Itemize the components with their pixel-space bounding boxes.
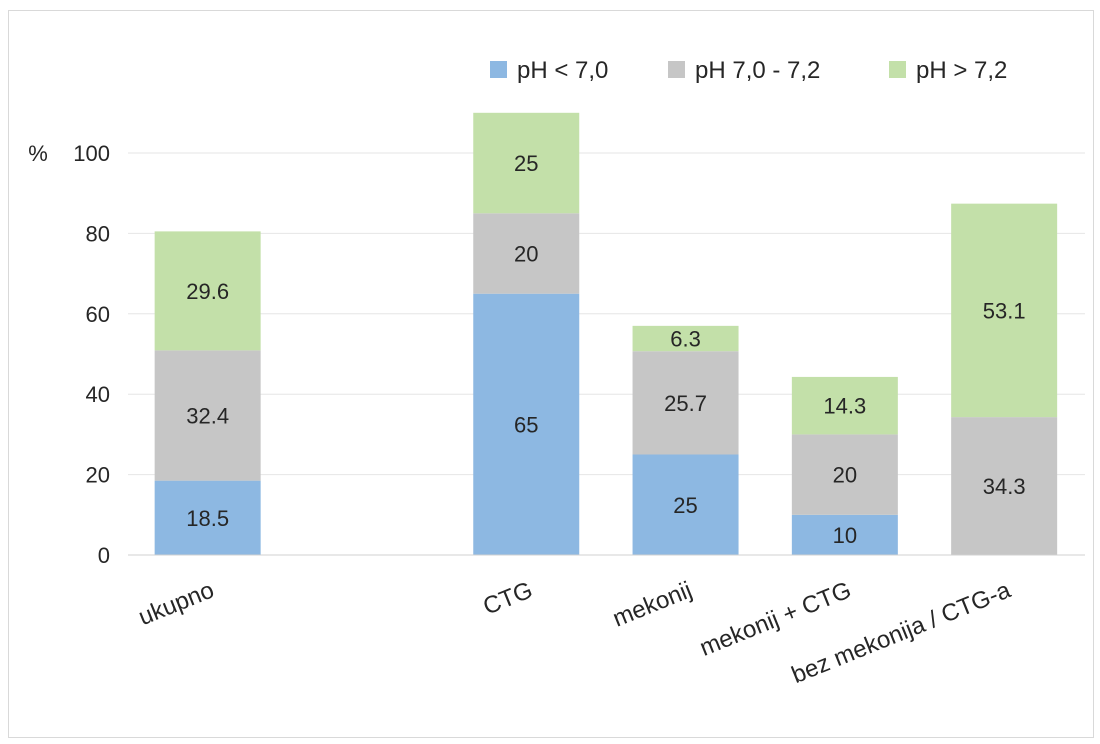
legend-label-ph-7-0-7-2: pH 7,0 - 7,2 [695,57,820,84]
bar-ukupno-ph-7-2 [154,231,261,351]
y-tick-label-20: 20 [86,463,110,488]
x-tick-label-mekonij: mekonij [609,577,696,633]
gridlines [128,152,1085,476]
bar-ctg-ph-7-0-7-2 [473,213,580,294]
data-label-bez-mekonija-ctg-a-ph-7-2: 53.1 [983,298,1026,323]
x-tick-label-ukupno: ukupno [135,577,218,632]
x-tick-label-ctg: CTG [479,577,536,621]
data-label-mekonij-ctg-ph-7-0: 10 [833,523,857,548]
data-label-ukupno-ph-7-0: 18.5 [186,506,229,531]
data-label-mekonij-ph-7-2: 6.3 [670,327,701,352]
data-label-ukupno-ph-7-0-7-2: 32.4 [186,404,229,429]
bar-ctg-ph-7-2 [473,112,580,214]
y-axis-label: % [28,141,48,166]
data-labels: 18.5 32.4 29.6 65 20 25 25 25.7 6.3 10 20 14.3 34.3 5… [186,151,1025,548]
bar-bez-mekonija-ctg-a-ph-7-2 [951,203,1058,418]
bar-mekonij-ctg-ph-7-0 [791,514,898,555]
bar-mekonij-ctg-ph-7-2 [791,376,898,435]
bar-mekonij-ph-7-2 [632,325,739,352]
y-tick-label-100: 100 [73,141,110,166]
bar-mekonij-ph-7-0 [632,454,739,555]
data-label-mekonij-ph-7-0: 25 [673,493,697,518]
data-label-mekonij-ph-7-0-7-2: 25.7 [664,391,707,416]
bar-bez-mekonija-ctg-a-ph-7-0-7-2 [951,417,1058,555]
legend-label-ph-7-0: pH < 7,0 [517,57,608,84]
legend-label-ph-7-2: pH > 7,2 [916,57,1007,84]
data-label-ctg-ph-7-0: 65 [514,412,538,437]
bar-mekonij-ctg-ph-7-0-7-2 [791,434,898,515]
legend-swatch-ph-7-2 [889,61,906,78]
data-label-mekonij-ctg-ph-7-0-7-2: 20 [833,463,857,488]
data-label-ctg-ph-7-2: 25 [514,151,538,176]
data-label-ctg-ph-7-0-7-2: 20 [514,242,538,267]
y-tick-label-0: 0 [98,543,110,568]
bars [154,112,1058,555]
y-tick-label-80: 80 [86,221,110,246]
legend-swatch-ph-7-0 [490,61,507,78]
y-tick-label-40: 40 [86,382,110,407]
legend: pH < 7,0 pH 7,0 - 7,2 pH > 7,2 [490,57,1007,84]
data-label-bez-mekonija-ctg-a-ph-7-0-7-2: 34.3 [983,474,1026,499]
legend-swatch-ph-7-0-7-2 [668,61,685,78]
bar-ukupno-ph-7-0 [154,480,261,555]
data-label-mekonij-ctg-ph-7-2: 14.3 [823,394,866,419]
data-label-ukupno-ph-7-2: 29.6 [186,279,229,304]
y-tick-label-60: 60 [86,302,110,327]
bar-ukupno-ph-7-0-7-2 [154,350,261,481]
bar-ctg-ph-7-0 [473,293,580,555]
bar-mekonij-ph-7-0-7-2 [632,351,739,455]
